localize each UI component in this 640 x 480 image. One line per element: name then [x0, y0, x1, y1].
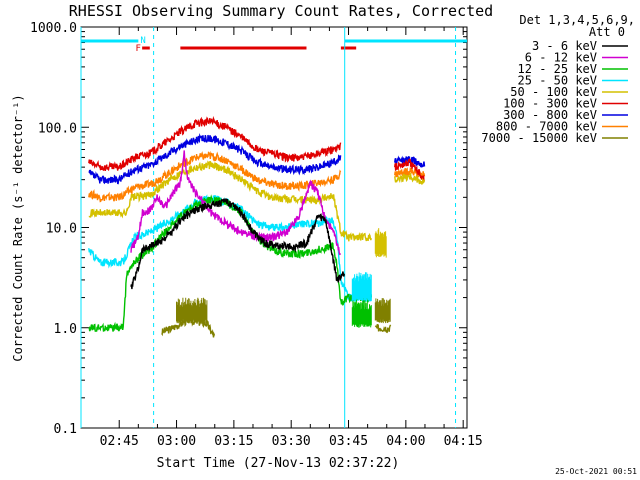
series-line [88, 132, 426, 185]
x-tick-label: 03:00 [157, 434, 196, 449]
series-line [130, 150, 342, 256]
y-tick-label: 0.1 [54, 422, 77, 437]
legend-entry-label: 50 - 100 keV [510, 85, 597, 99]
legend-entry-label: 25 - 50 keV [518, 74, 597, 88]
night-flag-label: N [140, 36, 145, 46]
x-tick-label: 03:45 [329, 434, 368, 449]
x-tick-label: 04:00 [386, 434, 425, 449]
data-series [88, 115, 426, 338]
legend-entry-label: 300 - 800 keV [503, 108, 597, 122]
burst-block [351, 272, 372, 303]
axis-ticks: 0.1 1.0 10.0 100.0 1000.0 02:45 03:00 03:15 03:3… [30, 21, 483, 449]
chart-title: RHESSI Observing Summary Count Rates, Co… [69, 2, 493, 20]
legend-entry-label: 800 - 7000 keV [496, 120, 597, 134]
y-tick-label: 10.0 [46, 222, 77, 237]
series-line [88, 115, 425, 183]
burst-block [351, 299, 372, 328]
legend-entry-label: 6 - 12 keV [525, 51, 597, 65]
y-axis-label: Corrected Count Rate (s⁻¹ detector⁻¹) [11, 94, 25, 361]
x-tick-label: 04:15 [444, 434, 483, 449]
series-line [130, 198, 346, 290]
x-axis-label: Start Time (27-Nov-13 02:37:22) [157, 456, 400, 471]
footer-timestamp: 25-Oct-2021 00:51 [555, 467, 637, 476]
legend-entry-label: 3 - 6 keV [532, 39, 597, 53]
legend-header: Det 1,3,4,5,6,9, [519, 13, 635, 27]
legend-entry-label: 7000 - 15000 keV [481, 131, 597, 145]
burst-block [374, 228, 387, 258]
y-tick-label: 100.0 [38, 121, 77, 136]
burst-block [176, 297, 208, 324]
y-tick-label: 1.0 [54, 322, 77, 337]
x-tick-label: 03:30 [272, 434, 311, 449]
flag-bars: NF [80, 27, 467, 428]
legend-entry-label: 12 - 25 keV [518, 62, 597, 76]
burst-block [374, 298, 391, 324]
series-line [88, 194, 372, 332]
legend-header: Att 0 [589, 25, 625, 39]
x-tick-label: 03:15 [214, 434, 253, 449]
legend-entry-label: 100 - 300 keV [503, 97, 597, 111]
y-tick-label: 1000.0 [30, 21, 77, 36]
flare-flag-label: F [136, 44, 141, 54]
x-tick-label: 02:45 [100, 434, 139, 449]
series-line [88, 160, 426, 242]
